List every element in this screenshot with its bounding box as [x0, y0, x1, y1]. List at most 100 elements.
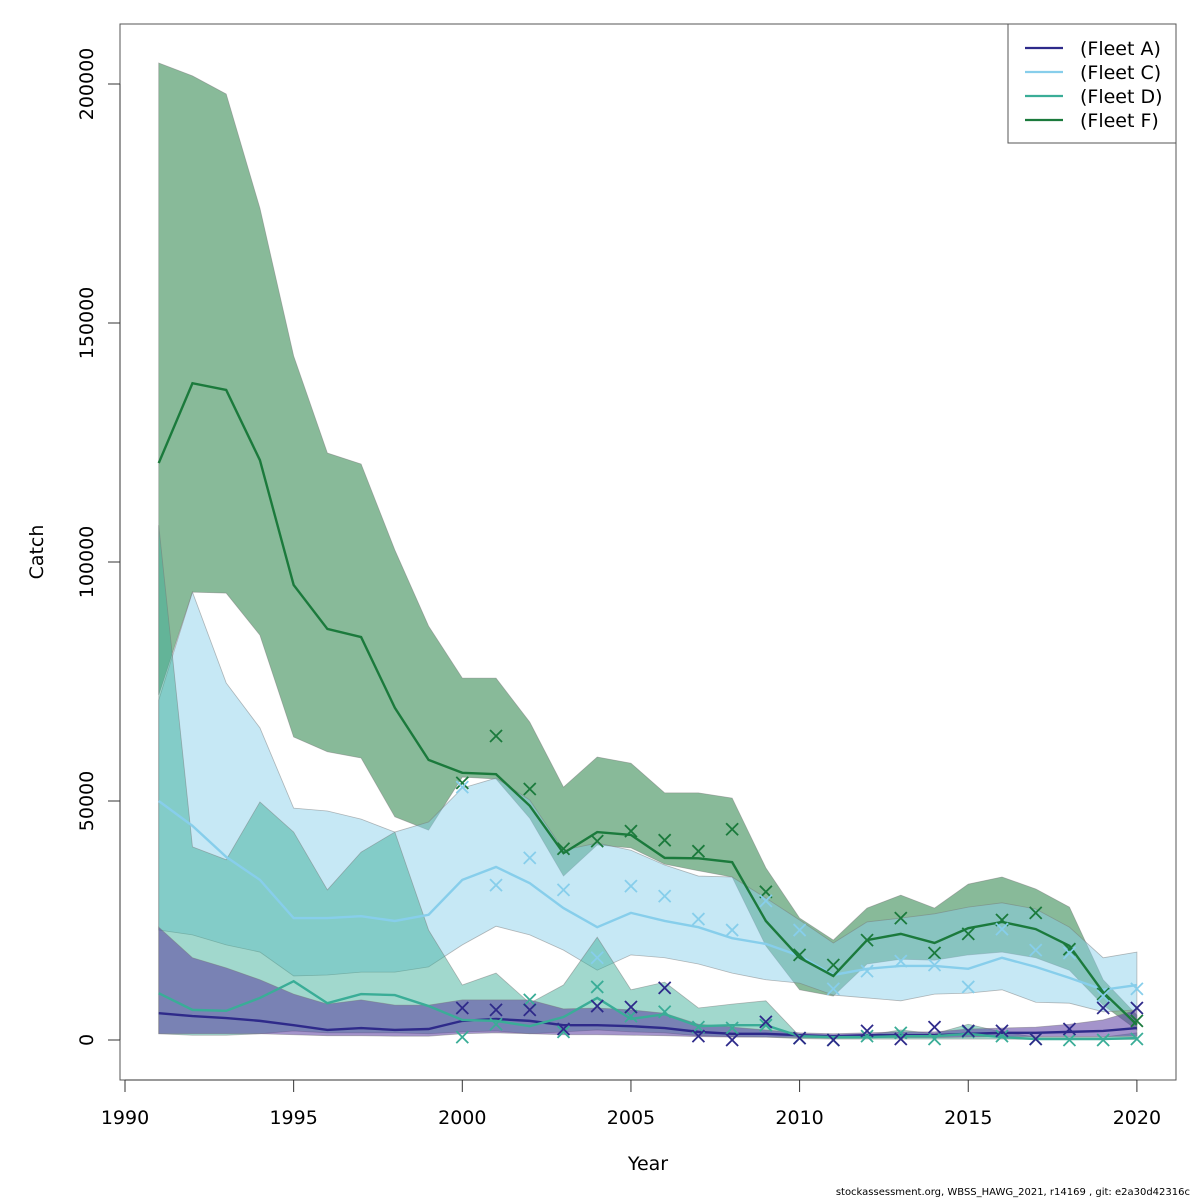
- fleet-d-observation: [1130, 1032, 1144, 1046]
- y-tick-label: 50000: [76, 771, 98, 831]
- legend: (Fleet A)(Fleet C)(Fleet D)(Fleet F): [1007, 23, 1177, 144]
- fleet-d-observation: [489, 1017, 503, 1031]
- fleet-f-observation: [624, 824, 638, 838]
- fleet-c-observation: [523, 851, 537, 865]
- fleet-d-observation: [1062, 1033, 1077, 1047]
- fleet-c-observation: [1096, 989, 1110, 1003]
- y-tick-label: 100000: [76, 526, 98, 599]
- fleet-f-observation: [826, 958, 840, 972]
- fleet-a-observation: [860, 1024, 874, 1038]
- fleet-a-observation: [691, 1029, 706, 1043]
- fleet-c-observation: [455, 780, 469, 794]
- legend-label: (Fleet C): [1080, 62, 1161, 84]
- fleet-c-observation: [792, 923, 807, 937]
- fleet-c-observation: [590, 951, 604, 965]
- series-lines: [157, 381, 1138, 1041]
- fleet-f-observation: [894, 911, 908, 925]
- x-tick-label: 1995: [269, 1107, 317, 1129]
- fleet-d-line: [158, 979, 1137, 1041]
- x-tick-label: 1990: [101, 1107, 149, 1129]
- fleet-f-observation: [590, 834, 604, 848]
- fleet-d-observation: [523, 993, 537, 1007]
- fleet-a-observation: [1029, 1032, 1043, 1046]
- fleet-f-observation: [1130, 1014, 1144, 1028]
- fleet-d-observation: [556, 1025, 571, 1039]
- fleet-c-observation: [658, 889, 672, 903]
- fleet-a-observation: [658, 981, 672, 995]
- fleet-a-observation: [455, 1001, 469, 1015]
- y-axis-title: Catch: [26, 525, 48, 580]
- fleet-a-observation: [523, 1003, 537, 1017]
- fleet-d-observation: [995, 1029, 1009, 1043]
- fleet-f-observation: [658, 833, 672, 847]
- fleet-c-observation: [1062, 946, 1077, 960]
- fleet-c-observation: [995, 922, 1009, 936]
- legend-item-fleet-f: (Fleet F): [1025, 110, 1159, 132]
- fleet-a-observation: [624, 1000, 638, 1014]
- legend-item-fleet-a: (Fleet A): [1025, 38, 1161, 60]
- fleet-f-observation: [961, 927, 975, 941]
- fleet-f-observation: [725, 822, 739, 836]
- fleet-c-observation: [489, 878, 503, 892]
- fleet-a-observation: [489, 1003, 503, 1017]
- fleet-a-observation: [961, 1024, 975, 1038]
- fleet-a-observation: [995, 1024, 1009, 1038]
- fleet-a-observation: [1130, 1001, 1144, 1015]
- fleet-d-observation: [590, 980, 604, 994]
- fleet-f-observation: [556, 842, 571, 856]
- observed-points: [455, 729, 1144, 1047]
- legend-item-fleet-d: (Fleet D): [1025, 86, 1163, 108]
- fleet-c-observation: [1130, 982, 1144, 996]
- legend-label: (Fleet F): [1080, 110, 1159, 132]
- fleet-a-observation: [894, 1032, 908, 1046]
- fleet-c-observation: [725, 923, 739, 937]
- fleet-f-line: [157, 381, 1138, 1026]
- fleet-d-observation: [725, 1021, 739, 1035]
- x-tick-label: 2005: [607, 1107, 655, 1129]
- fleet-d-observation: [894, 1026, 908, 1040]
- x-axis-title: Year: [627, 1153, 668, 1175]
- fleet-f-observation: [523, 782, 537, 796]
- fleet-d-observation: [658, 1005, 672, 1019]
- x-tick-label: 2010: [775, 1107, 823, 1129]
- legend-label: (Fleet D): [1080, 86, 1163, 108]
- fleet-a-observation: [725, 1033, 739, 1047]
- fleet-f-observation: [1096, 987, 1110, 1001]
- legend-box: [1007, 23, 1177, 144]
- fleet-a-observation: [556, 1022, 571, 1036]
- fleet-a-observation: [759, 1015, 773, 1029]
- fleet-d-observation: [1096, 1033, 1110, 1047]
- fleet-a-observation: [792, 1031, 807, 1045]
- fleet-c-observation: [624, 879, 638, 893]
- fleet-c-observation: [927, 958, 942, 972]
- fleet-c-line: [158, 800, 1138, 992]
- y-tick-label: 150000: [76, 287, 98, 360]
- fleet-f-observation: [792, 948, 807, 962]
- fleet-d-observation: [860, 1029, 874, 1043]
- x-tick-label: 2015: [944, 1107, 992, 1129]
- fleet-f-observation: [455, 776, 469, 790]
- fleet-d-observation: [759, 1018, 773, 1032]
- fleet-c-observation: [961, 980, 975, 994]
- fleet-c-observation: [556, 883, 571, 897]
- footer-credit: stockassessment.org, WBSS_HAWG_2021, r14…: [835, 1187, 1190, 1198]
- fleet-f-observation: [691, 844, 706, 858]
- fleet-c-observation: [1029, 943, 1043, 957]
- fleet-c-observation: [759, 894, 773, 908]
- legend-item-fleet-c: (Fleet C): [1025, 62, 1161, 84]
- x-tick-label: 2020: [1113, 1107, 1161, 1129]
- x-axis: 1990 1995 2000 2005 2010 2015 2020: [101, 1079, 1161, 1129]
- fleet-a-observation: [927, 1020, 942, 1034]
- fleet-f-observation: [860, 933, 874, 947]
- fleet-c-observation: [860, 964, 874, 978]
- legend-label: (Fleet A): [1080, 38, 1161, 60]
- fleet-a-observation: [1062, 1022, 1077, 1036]
- fleet-f-observation: [1029, 906, 1043, 920]
- y-tick-label: 200000: [76, 48, 98, 121]
- x-tick-label: 2000: [438, 1107, 486, 1129]
- fleet-c-observation: [691, 912, 706, 926]
- fleet-c-observation: [894, 954, 908, 968]
- fleet-a-observation: [1096, 1001, 1110, 1015]
- fleet-f-observation: [1062, 942, 1077, 956]
